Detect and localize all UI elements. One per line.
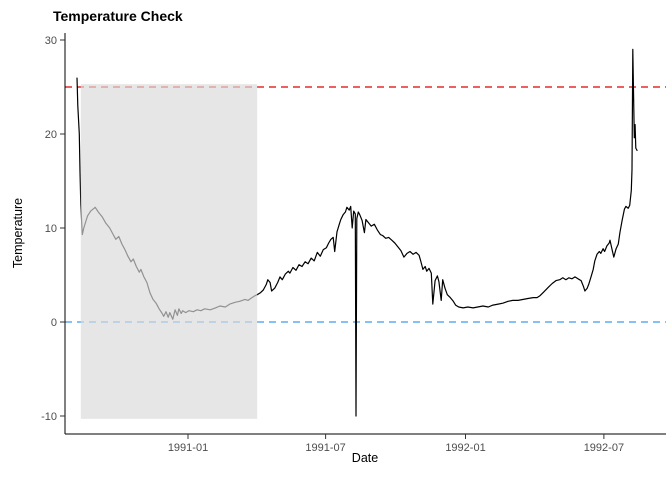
- x-tick-label: 1991-07: [305, 442, 345, 454]
- y-tick-label: -10: [41, 411, 57, 423]
- y-tick-label: 20: [45, 129, 57, 141]
- y-tick-label: 10: [45, 223, 57, 235]
- tick-layer: 30 20 10 0 -10 1991-01 1991-07 1992-01 1992-07: [41, 35, 624, 454]
- x-tick-label: 1992-07: [584, 442, 624, 454]
- y-axis-title: Temperature: [11, 198, 25, 268]
- x-tick-label: 1992-01: [445, 442, 485, 454]
- shaded-region: [80, 84, 258, 419]
- x-axis-title: Date: [352, 451, 378, 465]
- x-tick-label: 1991-01: [168, 442, 208, 454]
- y-tick-label: 30: [45, 35, 57, 47]
- axes-layer: [64, 33, 666, 435]
- chart-title: Temperature Check: [53, 8, 183, 24]
- shaded-region-layer: [80, 84, 258, 419]
- y-tick-label: 0: [51, 317, 57, 329]
